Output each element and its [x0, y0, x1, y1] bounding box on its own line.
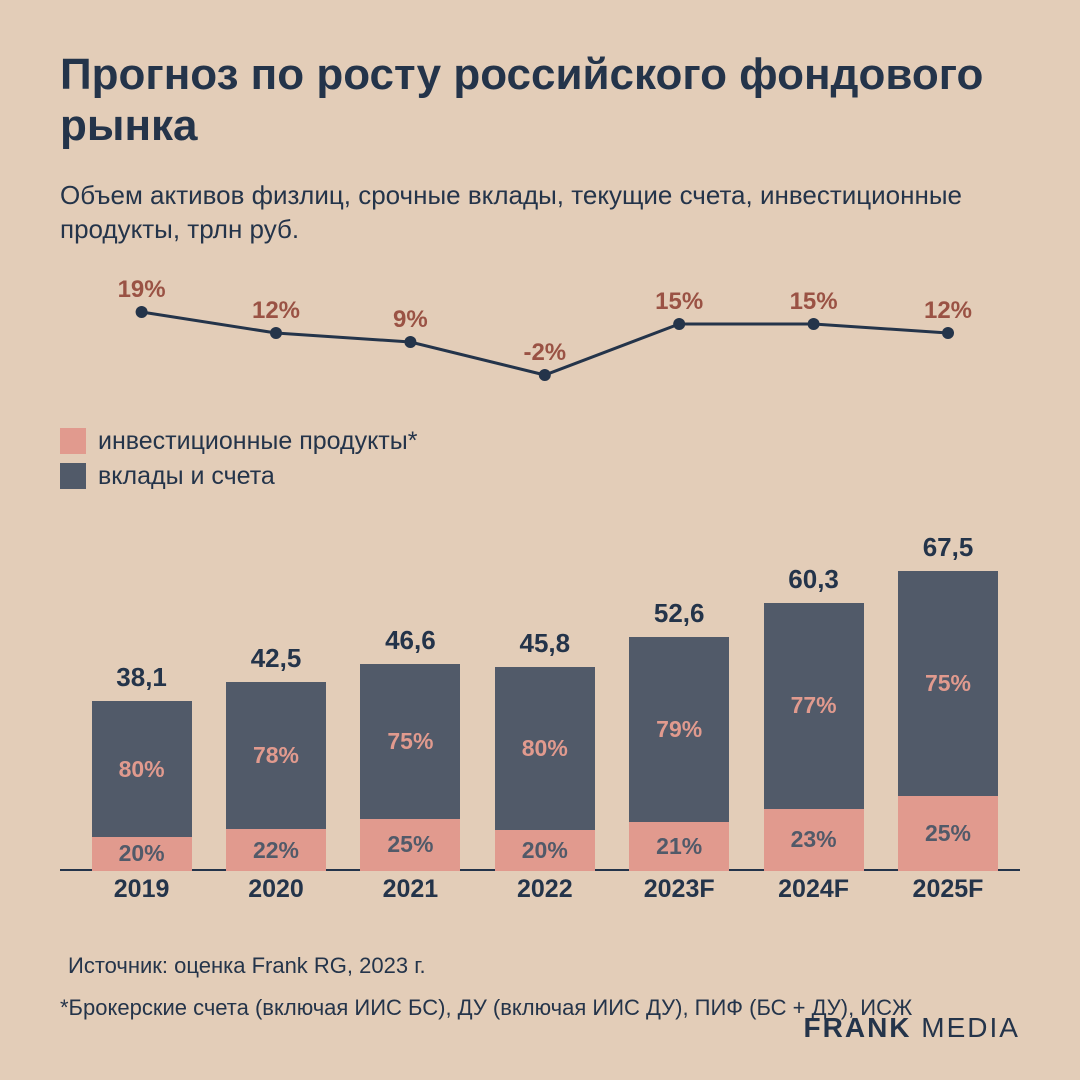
stacked-bar-chart: 38,180%20%42,578%22%46,675%25%45,880%20%… [60, 511, 1020, 871]
bar-column: 77%23% [764, 603, 864, 871]
legend-swatch [60, 428, 86, 454]
bar-category-label: 2024F [778, 875, 849, 904]
chart-subtitle: Объем активов физлиц, срочные вклады, те… [60, 179, 1020, 247]
legend-item: вклады и счета [60, 462, 1020, 491]
bar-total-label: 67,5 [923, 532, 974, 563]
bar-category-label: 2021 [383, 875, 439, 904]
bar-column: 80%20% [92, 701, 192, 870]
bar-segment-investments: 25% [360, 819, 460, 871]
legend-item: инвестиционные продукты* [60, 427, 1020, 456]
bar-segment-deposits: 78% [226, 682, 326, 829]
bar-chart-x-axis: 2019 2020 2021 2022 2023F 2024F 2025F [60, 875, 1020, 915]
bar-segment-investments: 20% [92, 837, 192, 871]
bar-total-label: 45,8 [519, 628, 570, 659]
bar-segment-deposits: 80% [92, 701, 192, 836]
bar-total-label: 46,6 [385, 625, 436, 656]
legend-swatch [60, 463, 86, 489]
bar-segment-investments: 21% [629, 822, 729, 871]
infographic-canvas: Прогноз по росту российского фондового р… [0, 0, 1080, 1080]
bar-category-label: 2019 [114, 875, 170, 904]
bar-column: 75%25% [360, 664, 460, 871]
chart-title: Прогноз по росту российского фондового р… [60, 50, 1020, 151]
bar-column: 79%21% [629, 637, 729, 871]
bar-column: 75%25% [898, 571, 998, 871]
bar-segment-investments: 25% [898, 796, 998, 871]
bar-total-label: 60,3 [788, 564, 839, 595]
brand-bold: FRANK [804, 1012, 912, 1043]
bar-segment-deposits: 75% [898, 571, 998, 796]
bar-segment-deposits: 79% [629, 637, 729, 822]
brand-light: MEDIA [912, 1012, 1020, 1043]
bar-total-label: 52,6 [654, 598, 705, 629]
bar-segment-investments: 20% [495, 830, 595, 871]
bar-category-label: 2020 [248, 875, 304, 904]
bar-column: 80%20% [495, 667, 595, 871]
bar-segment-deposits: 75% [360, 664, 460, 819]
bar-total-label: 42,5 [251, 643, 302, 674]
legend-label: вклады и счета [98, 462, 275, 491]
growth-line-chart: 19%12%9%-2%15%15%12% [60, 267, 1020, 397]
bar-segment-investments: 22% [226, 829, 326, 871]
source-text: Источник: оценка Frank RG, 2023 г. [68, 953, 1020, 979]
bar-segment-deposits: 80% [495, 667, 595, 830]
bar-category-label: 2022 [517, 875, 573, 904]
legend: инвестиционные продукты* вклады и счета [60, 427, 1020, 491]
bar-segment-deposits: 77% [764, 603, 864, 809]
brand-logo: FRANK MEDIA [804, 1012, 1020, 1044]
bar-category-label: 2023F [644, 875, 715, 904]
bar-column: 78%22% [226, 682, 326, 871]
legend-label: инвестиционные продукты* [98, 427, 417, 456]
bar-category-label: 2025F [913, 875, 984, 904]
bar-segment-investments: 23% [764, 809, 864, 871]
bar-total-label: 38,1 [116, 662, 167, 693]
